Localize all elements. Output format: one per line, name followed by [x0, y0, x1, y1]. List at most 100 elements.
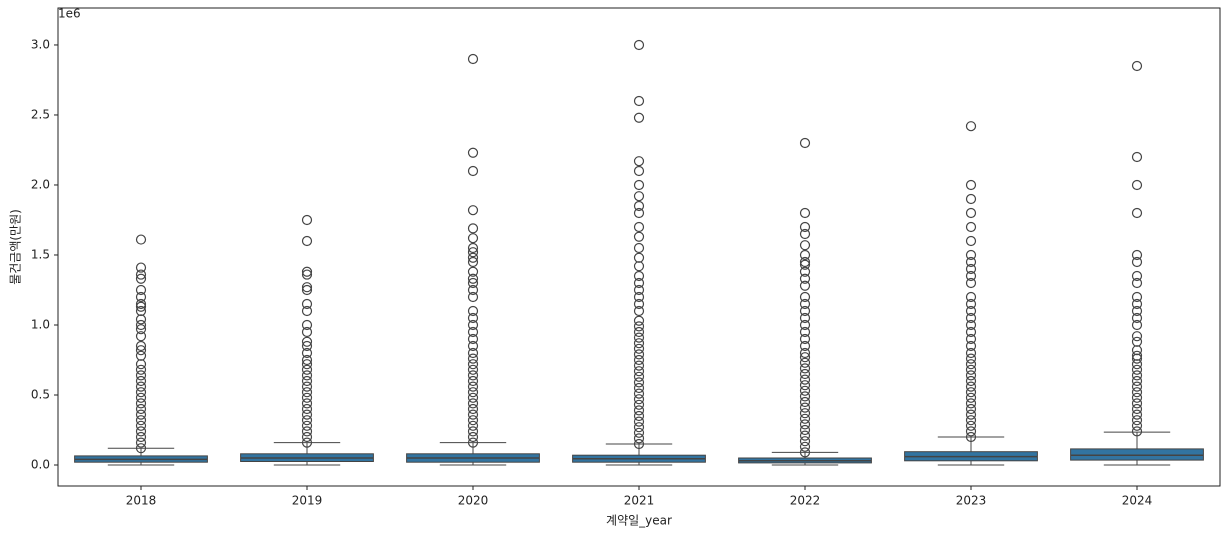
y-tick-label: 2.5 [31, 107, 50, 121]
outlier [633, 200, 645, 212]
outlier [799, 357, 811, 368]
outlier [633, 156, 645, 167]
outlier [1131, 350, 1143, 361]
outlier [799, 319, 811, 331]
outlier [799, 402, 811, 413]
outlier [633, 291, 645, 303]
outlier [467, 223, 479, 234]
outlier [1131, 207, 1143, 219]
outlier [1131, 403, 1143, 415]
outlier [1131, 60, 1143, 72]
outlier [467, 165, 479, 177]
outlier [467, 284, 479, 296]
outlier [301, 359, 313, 370]
outlier [799, 352, 811, 363]
outlier [1131, 249, 1143, 261]
outlier [135, 443, 147, 454]
outlier [633, 433, 645, 444]
outlier [301, 326, 313, 338]
outlier [467, 305, 479, 317]
outlier [799, 391, 811, 402]
outlier [965, 375, 977, 387]
outlier [633, 410, 645, 422]
outlier [135, 262, 147, 273]
outlier [1131, 151, 1143, 163]
outlier [965, 364, 977, 375]
outlier [1131, 319, 1143, 331]
outlier [301, 354, 313, 366]
outlier [1131, 298, 1143, 310]
outlier [135, 415, 147, 426]
outlier [467, 242, 479, 254]
outlier [799, 333, 811, 345]
outlier [135, 331, 147, 342]
outlier [965, 326, 977, 338]
outlier [965, 403, 977, 415]
outlier [965, 415, 977, 426]
outlier [799, 430, 811, 441]
outlier [467, 347, 479, 359]
outlier [1131, 179, 1143, 191]
outlier [965, 256, 977, 268]
outlier [1131, 291, 1143, 303]
y-tick-label: 0.5 [31, 387, 50, 401]
outlier [799, 228, 811, 240]
outlier [965, 420, 977, 431]
outlier [633, 338, 645, 349]
outlier [135, 269, 147, 280]
outlier [467, 370, 479, 381]
outlier [633, 422, 645, 433]
outlier [799, 436, 811, 447]
outlier [1131, 312, 1143, 324]
outlier [633, 326, 645, 338]
outlier [965, 370, 977, 381]
outlier [135, 420, 147, 431]
outlier [467, 205, 479, 216]
outlier [135, 340, 147, 352]
outlier [1131, 270, 1143, 282]
outlier [135, 431, 147, 443]
outlier [799, 408, 811, 419]
outlier [1131, 256, 1143, 268]
outlier [135, 387, 147, 398]
outlier [799, 298, 811, 310]
outlier [965, 305, 977, 317]
outlier [965, 333, 977, 345]
outlier [301, 364, 313, 375]
outlier [1131, 415, 1143, 426]
outlier [965, 426, 977, 437]
outlier [1131, 420, 1143, 431]
outlier [467, 398, 479, 409]
outlier [633, 371, 645, 382]
outlier [633, 343, 645, 354]
outlier [467, 387, 479, 398]
outlier [135, 364, 147, 375]
outlier [467, 420, 479, 431]
outlier [467, 312, 479, 324]
outlier [633, 377, 645, 388]
x-tick-label: 2021 [624, 494, 655, 508]
outlier [633, 321, 645, 332]
outlier [135, 273, 147, 284]
outlier [1131, 375, 1143, 387]
outlier [799, 256, 811, 268]
outlier [965, 235, 977, 247]
outlier [633, 231, 645, 242]
outlier [633, 39, 645, 51]
outlier [633, 261, 645, 272]
outlier [799, 441, 811, 452]
outlier [799, 347, 811, 359]
outlier [633, 284, 645, 296]
outlier [965, 398, 977, 409]
outlier [135, 375, 147, 387]
outlier [965, 179, 977, 191]
outlier [467, 319, 479, 331]
outlier [301, 340, 313, 352]
outlier [799, 305, 811, 317]
outlier [301, 347, 313, 359]
outlier [467, 409, 479, 420]
outlier [1131, 398, 1143, 409]
outlier [301, 403, 313, 415]
outlier [799, 424, 811, 436]
